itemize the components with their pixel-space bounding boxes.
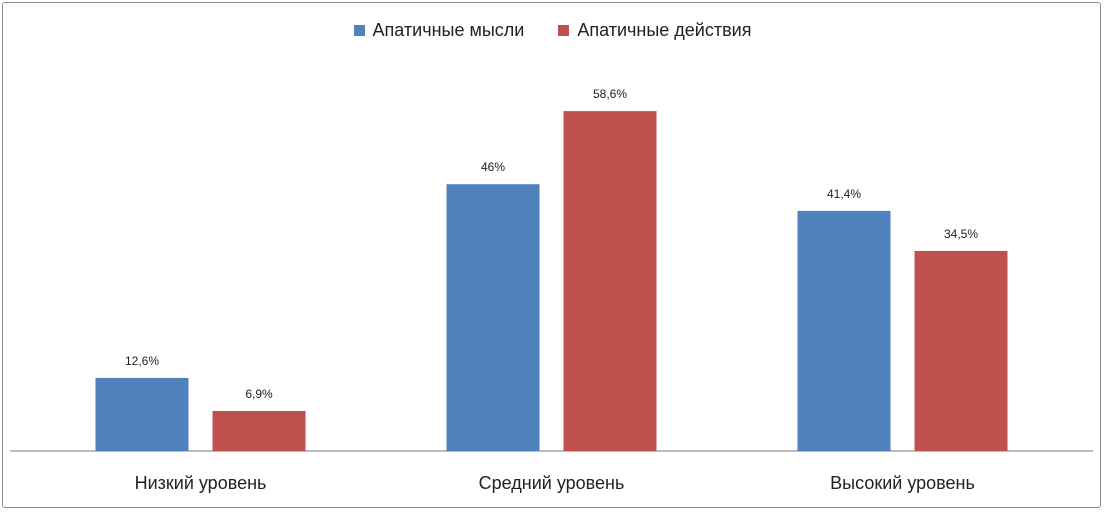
data-label-2-1: 6,9% [245,387,273,401]
bar-1-3 [797,210,891,451]
data-label-1-2: 46% [481,160,505,174]
legend-swatch-series-1 [353,25,365,36]
data-label-1-3: 41,4% [827,187,861,201]
bar-2-1 [212,410,306,451]
legend-item-series-2: Апатичные действия [558,20,751,41]
legend-label-series-2: Апатичные действия [577,20,752,40]
bar-1-2 [446,184,540,451]
legend-label-series-1: Апатичные мысли [372,20,525,40]
category-label-1: Низкий уровень [135,473,267,493]
category-label-2: Средний уровень [479,473,625,493]
bar-2-2 [563,111,657,452]
legend-swatch-series-2 [558,25,570,36]
bar-1-1 [95,377,189,451]
legend-item-series-1: Апатичные мысли [353,20,525,41]
data-label-1-1: 12,6% [125,354,159,368]
legend: Апатичные мысли Апатичные действия [0,20,1105,41]
category-label-3: Высокий уровень [830,473,975,493]
data-label-2-3: 34,5% [944,227,978,241]
bar-2-3 [914,250,1008,451]
data-label-2-2: 58,6% [593,87,627,101]
